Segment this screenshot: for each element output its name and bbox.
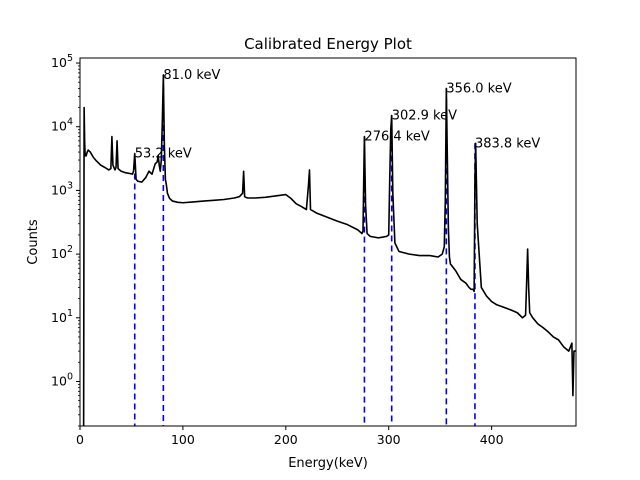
chart-title: Calibrated Energy Plot: [244, 35, 412, 53]
x-axis-label: Energy(keV): [288, 456, 368, 471]
x-tick-label-0: 0: [76, 432, 84, 447]
x-tick-label-2: 200: [274, 432, 298, 447]
x-tick-label-1: 100: [171, 432, 195, 447]
y-tick-label-0: 100: [51, 371, 73, 388]
plot-frame: [79, 57, 577, 427]
y-tick-label-3: 103: [51, 180, 73, 197]
x-tick-label-4: 400: [480, 432, 504, 447]
y-axis: 100 101 102 103 104 105: [51, 53, 80, 427]
peak-label-2: 276.4 keV: [364, 130, 429, 145]
spectrum-line: [82, 74, 576, 426]
y-tick-label-4: 104: [51, 117, 73, 134]
peak-label-0: 53.2 keV: [135, 146, 192, 161]
peak-label-5: 383.8 keV: [475, 136, 540, 151]
x-axis: 0 100 200 300 400: [76, 426, 504, 447]
y-tick-label-1: 101: [51, 308, 73, 325]
peak-label-4: 356.0 keV: [446, 81, 511, 96]
y-tick-label-2: 102: [51, 244, 73, 261]
x-tick-label-3: 300: [377, 432, 401, 447]
peak-labels: 53.2 keV 81.0 keV 276.4 keV 302.9 keV 356.0 …: [135, 68, 541, 162]
y-tick-label-5: 105: [51, 53, 73, 70]
peak-label-3: 302.9 keV: [392, 109, 457, 124]
peak-label-1: 81.0 keV: [163, 68, 220, 83]
y-axis-label: Counts: [26, 219, 41, 265]
